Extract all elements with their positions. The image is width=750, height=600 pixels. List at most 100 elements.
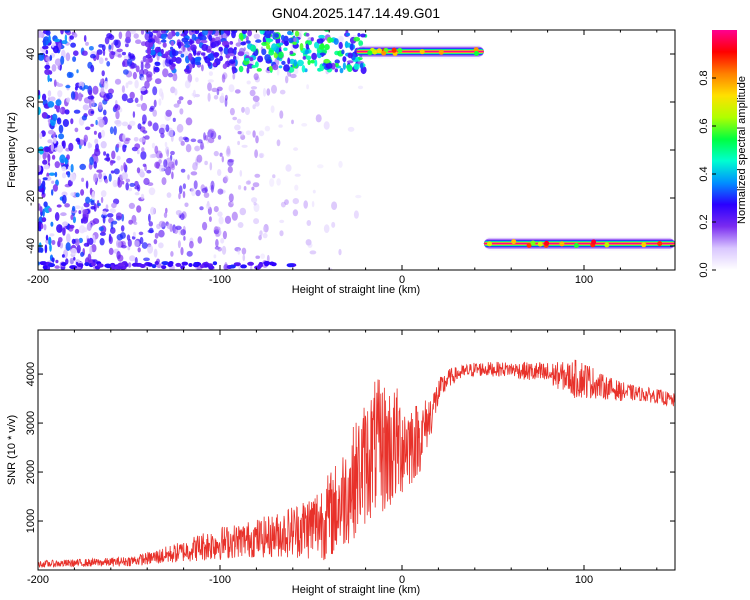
noise-speckle — [158, 229, 165, 238]
spectrogram-y-tick-label: 40 — [25, 48, 37, 60]
signal-cluster-blob — [342, 62, 346, 70]
signal-track-bead — [559, 241, 565, 247]
noise-speckle — [190, 171, 198, 176]
noise-speckle — [116, 143, 120, 148]
noise-speckle — [39, 206, 43, 213]
noise-speckle — [254, 173, 261, 178]
signal-cluster-blob — [180, 33, 185, 37]
noise-speckle — [260, 253, 265, 259]
noise-speckle — [73, 109, 81, 114]
signal-cluster-blob — [272, 64, 279, 71]
noise-speckle — [80, 251, 85, 257]
noise-speckle — [65, 242, 71, 251]
noise-speckle — [69, 35, 75, 40]
noise-speckle — [47, 74, 50, 83]
noise-speckle — [238, 185, 242, 190]
signal-cluster-blob — [257, 55, 264, 63]
noise-speckle — [208, 71, 213, 76]
noise-speckle — [45, 30, 51, 36]
signal-cluster-blob — [149, 31, 154, 37]
edge-blob — [200, 264, 205, 269]
spectrogram-x-axis-title: Height of straight line (km) — [292, 284, 420, 296]
noise-speckle — [59, 154, 66, 164]
noise-speckle — [132, 71, 137, 80]
signal-cluster-blob — [264, 54, 271, 62]
noise-speckle — [331, 221, 336, 228]
noise-speckle — [199, 206, 204, 211]
noise-speckle — [253, 218, 260, 225]
noise-speckle — [51, 257, 55, 263]
spectrogram-y-tick-label: -40 — [25, 238, 37, 254]
noise-speckle — [191, 187, 196, 197]
noise-speckle — [150, 206, 156, 215]
noise-speckle — [279, 110, 284, 119]
noise-speckle — [133, 33, 139, 39]
noise-speckle — [100, 190, 107, 198]
noise-speckle — [78, 225, 86, 234]
noise-speckle — [278, 124, 283, 128]
noise-speckle — [353, 210, 359, 219]
noise-speckle — [224, 215, 232, 224]
colorbar: 0.0 0.2 0.4 0.6 0.8 Normalized spectral ampl… — [698, 30, 748, 278]
noise-speckle — [125, 182, 129, 191]
noise-speckle — [76, 244, 81, 254]
noise-speckle — [64, 203, 70, 208]
noise-speckle — [259, 153, 263, 159]
noise-speckle — [93, 161, 97, 169]
signal-cluster-blob — [167, 32, 173, 40]
signal-cluster-blob — [316, 38, 324, 44]
noise-speckle — [148, 213, 151, 223]
noise-speckle — [141, 242, 148, 249]
signal-track-bead — [573, 243, 579, 248]
noise-speckle — [178, 136, 184, 142]
noise-speckle — [153, 239, 158, 245]
noise-speckle — [52, 45, 59, 54]
signal-cluster-blob — [280, 34, 285, 41]
noise-speckle — [245, 130, 251, 136]
colorbar-tick-label: 0.4 — [698, 166, 710, 181]
noise-speckle — [166, 149, 170, 158]
noise-speckle — [75, 192, 80, 198]
noise-speckle — [294, 173, 301, 177]
signal-cluster-blob — [278, 42, 284, 46]
noise-speckle — [241, 247, 247, 255]
noise-speckle — [147, 229, 154, 234]
edge-blob — [39, 261, 47, 266]
noise-speckle — [242, 254, 246, 262]
noise-speckle — [123, 69, 129, 75]
noise-speckle — [125, 43, 129, 48]
signal-cluster-blob — [201, 43, 208, 52]
noise-speckle — [158, 98, 162, 106]
noise-speckle — [76, 69, 79, 74]
edge-blob — [91, 262, 96, 267]
signal-cluster-blob — [237, 51, 245, 57]
noise-speckle — [82, 209, 89, 215]
noise-speckle — [43, 224, 47, 231]
signal-track-bead — [657, 241, 663, 247]
noise-speckle — [100, 78, 104, 85]
signal-cluster-blob — [145, 58, 150, 66]
noise-speckle — [221, 245, 227, 255]
noise-speckle — [121, 93, 128, 102]
snr-y-tick-label: 2000 — [25, 460, 37, 484]
noise-speckle — [224, 94, 228, 101]
signal-cluster-blob — [219, 55, 224, 62]
edge-blob — [161, 265, 167, 270]
noise-speckle — [42, 208, 45, 217]
noise-speckle — [141, 77, 146, 81]
signal-cluster-blob — [310, 37, 314, 42]
noise-speckle — [305, 239, 312, 246]
noise-speckle — [311, 200, 315, 208]
signal-cluster-blob — [334, 68, 338, 73]
noise-speckle — [216, 86, 223, 92]
signal-cluster-blob — [154, 36, 160, 44]
noise-speckle — [116, 155, 121, 161]
noise-speckle — [98, 57, 104, 65]
noise-speckle — [114, 103, 119, 109]
noise-speckle — [51, 180, 55, 184]
noise-speckle — [74, 228, 80, 234]
signal-cluster-blob — [171, 63, 176, 67]
noise-speckle — [264, 125, 271, 132]
noise-speckle — [244, 106, 250, 116]
noise-speckle — [89, 245, 93, 255]
